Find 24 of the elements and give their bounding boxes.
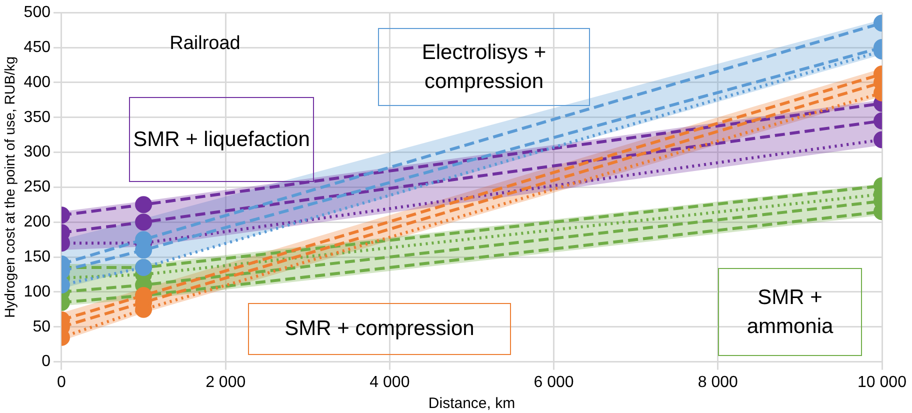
y-tick-label: 0 xyxy=(42,353,51,370)
x-tick-label: 4 000 xyxy=(370,374,410,391)
annotation: SMR + ammonia xyxy=(718,268,862,356)
annotation: SMR + liquefaction xyxy=(129,97,314,182)
y-tick-label: 200 xyxy=(24,214,51,231)
x-axis-title: Distance, km xyxy=(428,395,516,412)
x-tick-label: 0 xyxy=(57,374,66,391)
y-tick-label: 100 xyxy=(24,283,51,300)
x-tick-label: 2 000 xyxy=(206,374,246,391)
y-axis-title: Hydrogen cost at the point of use, RUB/kg xyxy=(1,56,18,318)
y-tick-label: 450 xyxy=(24,38,51,56)
y-tick-label: 300 xyxy=(24,144,51,161)
x-tick-label: 8 000 xyxy=(698,374,738,391)
annotation: SMR + compression xyxy=(248,303,511,355)
x-tick-label: 10 000 xyxy=(858,374,907,391)
y-tick-label: 250 xyxy=(24,178,51,196)
y-tick-label: 400 xyxy=(24,74,51,91)
x-tick-label: 6 000 xyxy=(534,374,574,391)
y-tick-label: 150 xyxy=(24,248,51,266)
annotation: Electrolisys + compression xyxy=(378,28,590,106)
y-tick-label: 500 xyxy=(24,4,51,22)
y-tick-label: 350 xyxy=(24,108,51,126)
annotation: Railroad xyxy=(168,32,242,56)
y-tick-label: 50 xyxy=(32,318,51,336)
